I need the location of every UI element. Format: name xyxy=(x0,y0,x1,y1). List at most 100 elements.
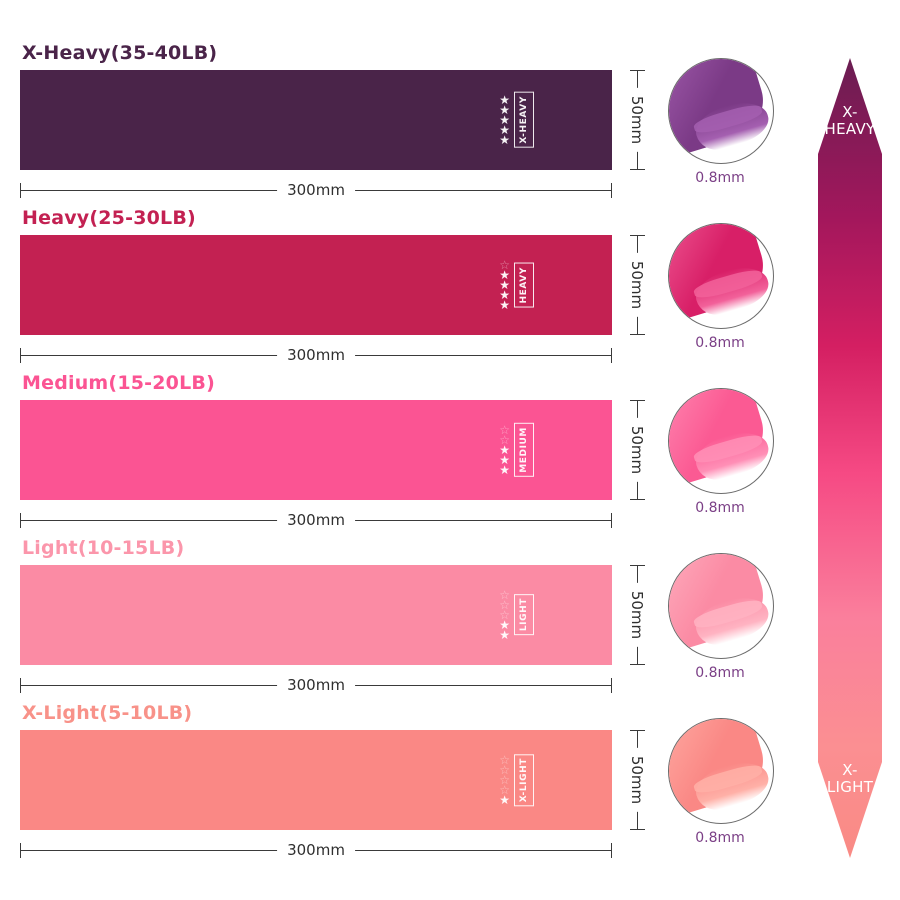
star-outline-icon: ☆ xyxy=(499,588,510,602)
thickness-callout: 0.8mm xyxy=(668,223,788,363)
arrow-top-label-line1: X- xyxy=(842,103,858,121)
star-outline-icon: ☆ xyxy=(499,608,510,622)
length-dimension: 300mm xyxy=(20,347,612,363)
band-badge: ☆ ★ ★ ★ ★ HEAVY xyxy=(499,235,534,335)
band-tag-label: MEDIUM xyxy=(514,423,534,477)
band-title: X-Light(5-10LB) xyxy=(22,702,193,724)
star-outline-icon: ☆ xyxy=(499,433,510,447)
band-badge: ☆ ☆ ☆ ★ ★ LIGHT xyxy=(499,565,534,665)
dimension-cap-top xyxy=(630,70,645,71)
resistance-band-x-heavy: ★ ★ ★ ★ ★ X-HEAVY xyxy=(20,70,612,170)
width-dimension: 50mm xyxy=(624,565,650,665)
star-filled-icon: ★ xyxy=(499,113,510,127)
width-dimension-label: 50mm xyxy=(628,87,646,153)
dimension-cap-left xyxy=(20,348,21,363)
star-filled-icon: ★ xyxy=(499,278,510,292)
arrow-bottom-label: X- LIGHT xyxy=(818,761,882,797)
resistance-gradient-arrow xyxy=(818,58,882,858)
band-title: Medium(15-20LB) xyxy=(22,372,215,394)
dimension-cap-right xyxy=(611,513,612,528)
star-rating: ☆ ★ ★ ★ ★ xyxy=(499,258,510,312)
band-tag-label: X-LIGHT xyxy=(514,753,534,807)
star-filled-icon: ★ xyxy=(499,103,510,117)
dimension-cap-bottom xyxy=(630,829,645,830)
thickness-label: 0.8mm xyxy=(695,665,745,681)
dimension-cap-bottom xyxy=(630,169,645,170)
star-outline-icon: ☆ xyxy=(499,258,510,272)
width-dimension: 50mm xyxy=(624,730,650,830)
star-outline-icon: ☆ xyxy=(499,598,510,612)
star-outline-icon: ☆ xyxy=(499,783,510,797)
length-dimension: 300mm xyxy=(20,182,612,198)
arrow-top-label-line2: HEAVY xyxy=(824,120,876,139)
dimension-cap-right xyxy=(611,348,612,363)
length-dimension-label: 300mm xyxy=(277,347,355,363)
thickness-callout: 0.8mm xyxy=(668,58,788,198)
star-filled-icon: ★ xyxy=(499,463,510,477)
resistance-band-light: ☆ ☆ ☆ ★ ★ LIGHT xyxy=(20,565,612,665)
star-filled-icon: ★ xyxy=(499,618,510,632)
width-dimension: 50mm xyxy=(624,235,650,335)
band-row: Medium(15-20LB) ☆ ☆ ★ ★ ★ MEDIUM 50mm 300mm xyxy=(0,372,660,528)
star-filled-icon: ★ xyxy=(499,288,510,302)
star-filled-icon: ★ xyxy=(499,793,510,807)
band-badge: ☆ ☆ ☆ ☆ ★ X-LIGHT xyxy=(499,730,534,830)
band-title: X-Heavy(35-40LB) xyxy=(22,42,218,64)
width-dimension-label: 50mm xyxy=(628,582,646,648)
dimension-cap-left xyxy=(20,513,21,528)
star-rating: ☆ ☆ ☆ ★ ★ xyxy=(499,588,510,642)
length-dimension-label: 300mm xyxy=(277,842,355,858)
star-outline-icon: ☆ xyxy=(499,763,510,777)
star-filled-icon: ★ xyxy=(499,298,510,312)
dimension-cap-right xyxy=(611,843,612,858)
arrow-bottom-label-line1: X- xyxy=(842,761,858,779)
dimension-cap-left xyxy=(20,678,21,693)
star-outline-icon: ☆ xyxy=(499,753,510,767)
thickness-label: 0.8mm xyxy=(695,830,745,846)
dimension-cap-top xyxy=(630,400,645,401)
band-row: Heavy(25-30LB) ☆ ★ ★ ★ ★ HEAVY 50mm 300mm xyxy=(0,207,660,363)
star-filled-icon: ★ xyxy=(499,628,510,642)
thickness-label: 0.8mm xyxy=(695,335,745,351)
star-filled-icon: ★ xyxy=(499,123,510,137)
band-row: Light(10-15LB) ☆ ☆ ☆ ★ ★ LIGHT 50mm 300mm xyxy=(0,537,660,693)
width-dimension: 50mm xyxy=(624,70,650,170)
band-row: X-Heavy(35-40LB) ★ ★ ★ ★ ★ X-HEAVY 50mm 300mm xyxy=(0,42,660,198)
dimension-cap-top xyxy=(630,730,645,731)
thickness-photo-circle xyxy=(668,58,774,164)
star-filled-icon: ★ xyxy=(499,268,510,282)
resistance-band-medium: ☆ ☆ ★ ★ ★ MEDIUM xyxy=(20,400,612,500)
star-outline-icon: ☆ xyxy=(499,423,510,437)
thickness-callout: 0.8mm xyxy=(668,553,788,693)
length-dimension: 300mm xyxy=(20,677,612,693)
band-badge: ★ ★ ★ ★ ★ X-HEAVY xyxy=(499,70,534,170)
band-title: Heavy(25-30LB) xyxy=(22,207,196,229)
dimension-cap-right xyxy=(611,183,612,198)
resistance-band-heavy: ☆ ★ ★ ★ ★ HEAVY xyxy=(20,235,612,335)
dimension-cap-bottom xyxy=(630,664,645,665)
thickness-photo-circle xyxy=(668,553,774,659)
dimension-cap-left xyxy=(20,843,21,858)
arrow-bottom-label-line2: LIGHT xyxy=(826,778,874,797)
thickness-label: 0.8mm xyxy=(695,170,745,186)
dimension-cap-right xyxy=(611,678,612,693)
band-tag-label: LIGHT xyxy=(514,594,534,636)
star-outline-icon: ☆ xyxy=(499,773,510,787)
star-rating: ★ ★ ★ ★ ★ xyxy=(499,94,510,146)
band-tag-label: HEAVY xyxy=(514,262,534,308)
band-row: X-Light(5-10LB) ☆ ☆ ☆ ☆ ★ X-LIGHT 50mm 300mm xyxy=(0,702,660,858)
dimension-cap-top xyxy=(630,565,645,566)
thickness-photo-circle xyxy=(668,223,774,329)
resistance-band-x-light: ☆ ☆ ☆ ☆ ★ X-LIGHT xyxy=(20,730,612,830)
star-rating: ☆ ☆ ☆ ☆ ★ xyxy=(499,753,510,807)
dimension-cap-left xyxy=(20,183,21,198)
dimension-cap-top xyxy=(630,235,645,236)
thickness-photo-circle xyxy=(668,718,774,824)
band-badge: ☆ ☆ ★ ★ ★ MEDIUM xyxy=(499,400,534,500)
width-dimension-label: 50mm xyxy=(628,417,646,483)
star-filled-icon: ★ xyxy=(499,453,510,467)
thickness-callout: 0.8mm xyxy=(668,388,788,528)
thickness-callout: 0.8mm xyxy=(668,718,788,858)
band-tag-label: X-HEAVY xyxy=(514,92,534,148)
